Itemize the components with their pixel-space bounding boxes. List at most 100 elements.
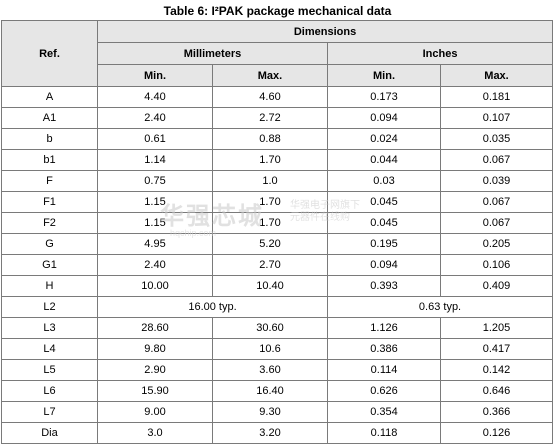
mm-min-cell: 3.0 [97, 422, 213, 444]
ref-header: Ref. [1, 20, 98, 87]
table-row: Dia 3.0 3.20 0.118 0.126 [1, 422, 554, 444]
inches-header: Inches [326, 42, 554, 65]
ref-cell: F2 [1, 212, 98, 234]
in-max-cell: 0.035 [439, 128, 554, 150]
mm-min-cell: 9.00 [97, 401, 213, 423]
in-max-cell: 0.067 [439, 149, 554, 171]
in-min-cell: 0.044 [327, 149, 441, 171]
mm-min-cell: 9.80 [97, 338, 213, 360]
ref-cell: G [1, 233, 98, 255]
mm-max-cell: 10.40 [212, 275, 328, 297]
ref-cell: A1 [1, 107, 98, 129]
in-max-cell: 1.205 [439, 317, 554, 339]
table-row: L6 15.90 16.40 0.626 0.646 [1, 380, 554, 402]
in-max-cell: 0.126 [439, 422, 554, 444]
table-row: F1 1.15 1.70 0.045 0.067 [1, 191, 554, 213]
ref-cell: b1 [1, 149, 98, 171]
mm-max-cell: 3.60 [212, 359, 328, 381]
in-min-cell: 0.03 [327, 170, 441, 192]
in-max-cell: 0.417 [439, 338, 554, 360]
in-min-header: Min. [327, 64, 441, 87]
mm-min-header: Min. [97, 64, 213, 87]
mm-typ-cell: 16.00 typ. [97, 296, 328, 318]
in-min-cell: 0.114 [327, 359, 441, 381]
mm-max-cell: 30.60 [212, 317, 328, 339]
in-min-cell: 0.393 [327, 275, 441, 297]
millimeters-header: Millimeters [97, 42, 328, 65]
in-max-cell: 0.106 [439, 254, 554, 276]
ref-cell: b [1, 128, 98, 150]
table-row: b1 1.14 1.70 0.044 0.067 [1, 149, 554, 171]
mm-max-cell: 4.60 [212, 86, 328, 108]
mm-min-cell: 0.75 [97, 170, 213, 192]
table-row: A 4.40 4.60 0.173 0.181 [1, 86, 554, 108]
table-row: A1 2.40 2.72 0.094 0.107 [1, 107, 554, 129]
mm-max-cell: 5.20 [212, 233, 328, 255]
mm-min-cell: 4.40 [97, 86, 213, 108]
table-row: F2 1.15 1.70 0.045 0.067 [1, 212, 554, 234]
in-min-cell: 0.045 [327, 191, 441, 213]
in-max-header: Max. [439, 64, 554, 87]
in-min-cell: 0.094 [327, 107, 441, 129]
ref-cell: G1 [1, 254, 98, 276]
mm-max-cell: 9.30 [212, 401, 328, 423]
in-max-cell: 0.039 [439, 170, 554, 192]
mm-max-cell: 2.70 [212, 254, 328, 276]
in-min-cell: 0.386 [327, 338, 441, 360]
in-max-cell: 0.366 [439, 401, 554, 423]
mm-min-cell: 10.00 [97, 275, 213, 297]
mm-min-cell: 2.40 [97, 107, 213, 129]
mm-max-cell: 0.88 [212, 128, 328, 150]
mm-min-cell: 0.61 [97, 128, 213, 150]
ref-cell: A [1, 86, 98, 108]
ref-cell: H [1, 275, 98, 297]
mm-max-cell: 10.6 [212, 338, 328, 360]
mm-max-cell: 1.70 [212, 212, 328, 234]
in-max-cell: 0.142 [439, 359, 554, 381]
in-max-cell: 0.646 [439, 380, 554, 402]
in-min-cell: 0.354 [327, 401, 441, 423]
table-body: A 4.40 4.60 0.173 0.181 A1 2.40 2.72 0.094 0.107… [1, 86, 554, 444]
table-row: F 0.75 1.0 0.03 0.039 [1, 170, 554, 192]
ref-cell: L3 [1, 317, 98, 339]
mm-max-cell: 1.70 [212, 149, 328, 171]
in-min-cell: 0.173 [327, 86, 441, 108]
ref-cell: Dia [1, 422, 98, 444]
mm-max-cell: 2.72 [212, 107, 328, 129]
ref-cell: L7 [1, 401, 98, 423]
table-row: G1 2.40 2.70 0.094 0.106 [1, 254, 554, 276]
table-row: L2 16.00 typ. 0.63 typ. [1, 296, 554, 318]
table-row: L7 9.00 9.30 0.354 0.366 [1, 401, 554, 423]
table-caption: Table 6: I²PAK package mechanical data [163, 4, 392, 18]
in-typ-cell: 0.63 typ. [326, 296, 554, 318]
mm-max-cell: 3.20 [212, 422, 328, 444]
ref-cell: F [1, 170, 98, 192]
mechanical-data-table: Ref. Dimensions Millimeters Inches Min. … [1, 20, 554, 444]
mm-min-cell: 2.40 [97, 254, 213, 276]
mm-min-cell: 2.90 [97, 359, 213, 381]
in-max-cell: 0.067 [439, 212, 554, 234]
mm-max-cell: 16.40 [212, 380, 328, 402]
mm-min-cell: 1.14 [97, 149, 213, 171]
table-row: H 10.00 10.40 0.393 0.409 [1, 275, 554, 297]
table-row: L3 28.60 30.60 1.126 1.205 [1, 317, 554, 339]
dimensions-header: Dimensions [96, 20, 554, 43]
in-max-cell: 0.181 [439, 86, 554, 108]
in-max-cell: 0.067 [439, 191, 554, 213]
mm-min-cell: 15.90 [97, 380, 213, 402]
in-min-cell: 1.126 [327, 317, 441, 339]
mm-max-cell: 1.70 [212, 191, 328, 213]
mm-min-cell: 1.15 [97, 191, 213, 213]
in-min-cell: 0.118 [327, 422, 441, 444]
ref-cell: L6 [1, 380, 98, 402]
ref-cell: L2 [1, 296, 98, 318]
ref-cell: F1 [1, 191, 98, 213]
mm-max-cell: 1.0 [212, 170, 328, 192]
in-min-cell: 0.195 [327, 233, 441, 255]
table-row: L4 9.80 10.6 0.386 0.417 [1, 338, 554, 360]
mm-min-cell: 28.60 [97, 317, 213, 339]
in-min-cell: 0.094 [327, 254, 441, 276]
ref-cell: L5 [1, 359, 98, 381]
in-min-cell: 0.045 [327, 212, 441, 234]
mm-max-header: Max. [212, 64, 328, 87]
